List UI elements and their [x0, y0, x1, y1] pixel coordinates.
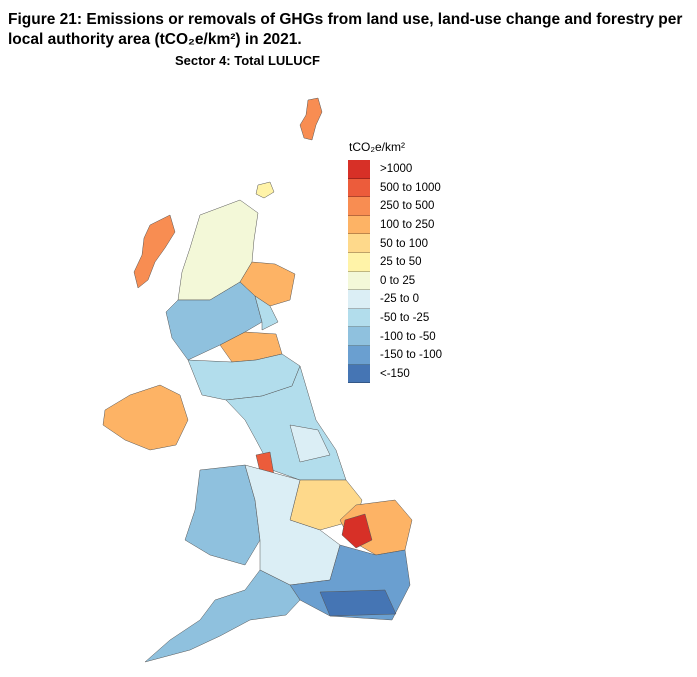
legend-label: 250 to 500	[380, 200, 435, 213]
legend-item: 0 to 25	[348, 271, 442, 291]
legend-label: -50 to -25	[380, 312, 430, 325]
legend-label: >1000	[380, 163, 413, 176]
region-sussex-kent	[319, 589, 397, 617]
legend-item: 100 to 250	[348, 215, 442, 235]
legend-swatch	[348, 364, 370, 384]
legend-label: 50 to 100	[380, 237, 428, 250]
region-yorkshire	[289, 424, 331, 463]
legend-title: tCO₂e/km²	[349, 140, 405, 154]
legend-swatch	[348, 252, 370, 272]
legend-swatch	[348, 197, 370, 216]
legend-item: 50 to 100	[348, 234, 442, 253]
region-south-west	[144, 569, 301, 663]
legend-swatch	[348, 178, 370, 198]
legend-item: -100 to -50	[348, 327, 442, 346]
legend-item: -50 to -25	[348, 308, 442, 328]
region-orkney	[255, 181, 275, 199]
legend-label: <-150	[380, 367, 410, 380]
legend-swatch	[348, 271, 370, 291]
legend-item: -150 to -100	[348, 345, 443, 365]
legend-label: 25 to 50	[380, 256, 422, 269]
legend-label: -150 to -100	[380, 349, 443, 362]
map-legend: tCO₂e/km² >1000 500 to 1000 250 to 500 100 …	[348, 140, 443, 384]
legend-label: -25 to 0	[380, 293, 419, 306]
legend-item: <-150	[348, 364, 442, 384]
legend-item: 25 to 50	[348, 252, 442, 272]
legend-item: 250 to 500	[348, 197, 442, 216]
legend-item: -25 to 0	[348, 290, 442, 309]
region-fens	[341, 513, 373, 549]
legend-swatch	[348, 215, 370, 235]
legend-swatch	[348, 234, 370, 253]
legend-label: 0 to 25	[380, 274, 416, 287]
legend-label: 100 to 250	[380, 219, 435, 232]
legend-label: -100 to -50	[380, 330, 436, 343]
figure-title: Figure 21: Emissions or removals of GHGs…	[8, 11, 683, 48]
legend-items: >1000 500 to 1000 250 to 500 100 to 250 50 t…	[348, 160, 443, 384]
region-tayside	[254, 295, 279, 331]
region-northern-ireland	[102, 384, 189, 451]
figure-subtitle: Sector 4: Total LULUCF	[175, 53, 320, 68]
legend-swatch	[348, 308, 370, 328]
legend-swatch	[348, 290, 370, 309]
legend-swatch	[348, 327, 370, 346]
region-western-isles	[133, 214, 176, 289]
legend-label: 500 to 1000	[380, 181, 441, 194]
legend-swatch	[348, 160, 370, 179]
legend-item: >1000	[348, 160, 442, 179]
region-wales	[184, 464, 261, 566]
legend-swatch	[348, 345, 370, 365]
region-shetland	[299, 97, 323, 141]
legend-item: 500 to 1000	[348, 178, 442, 198]
